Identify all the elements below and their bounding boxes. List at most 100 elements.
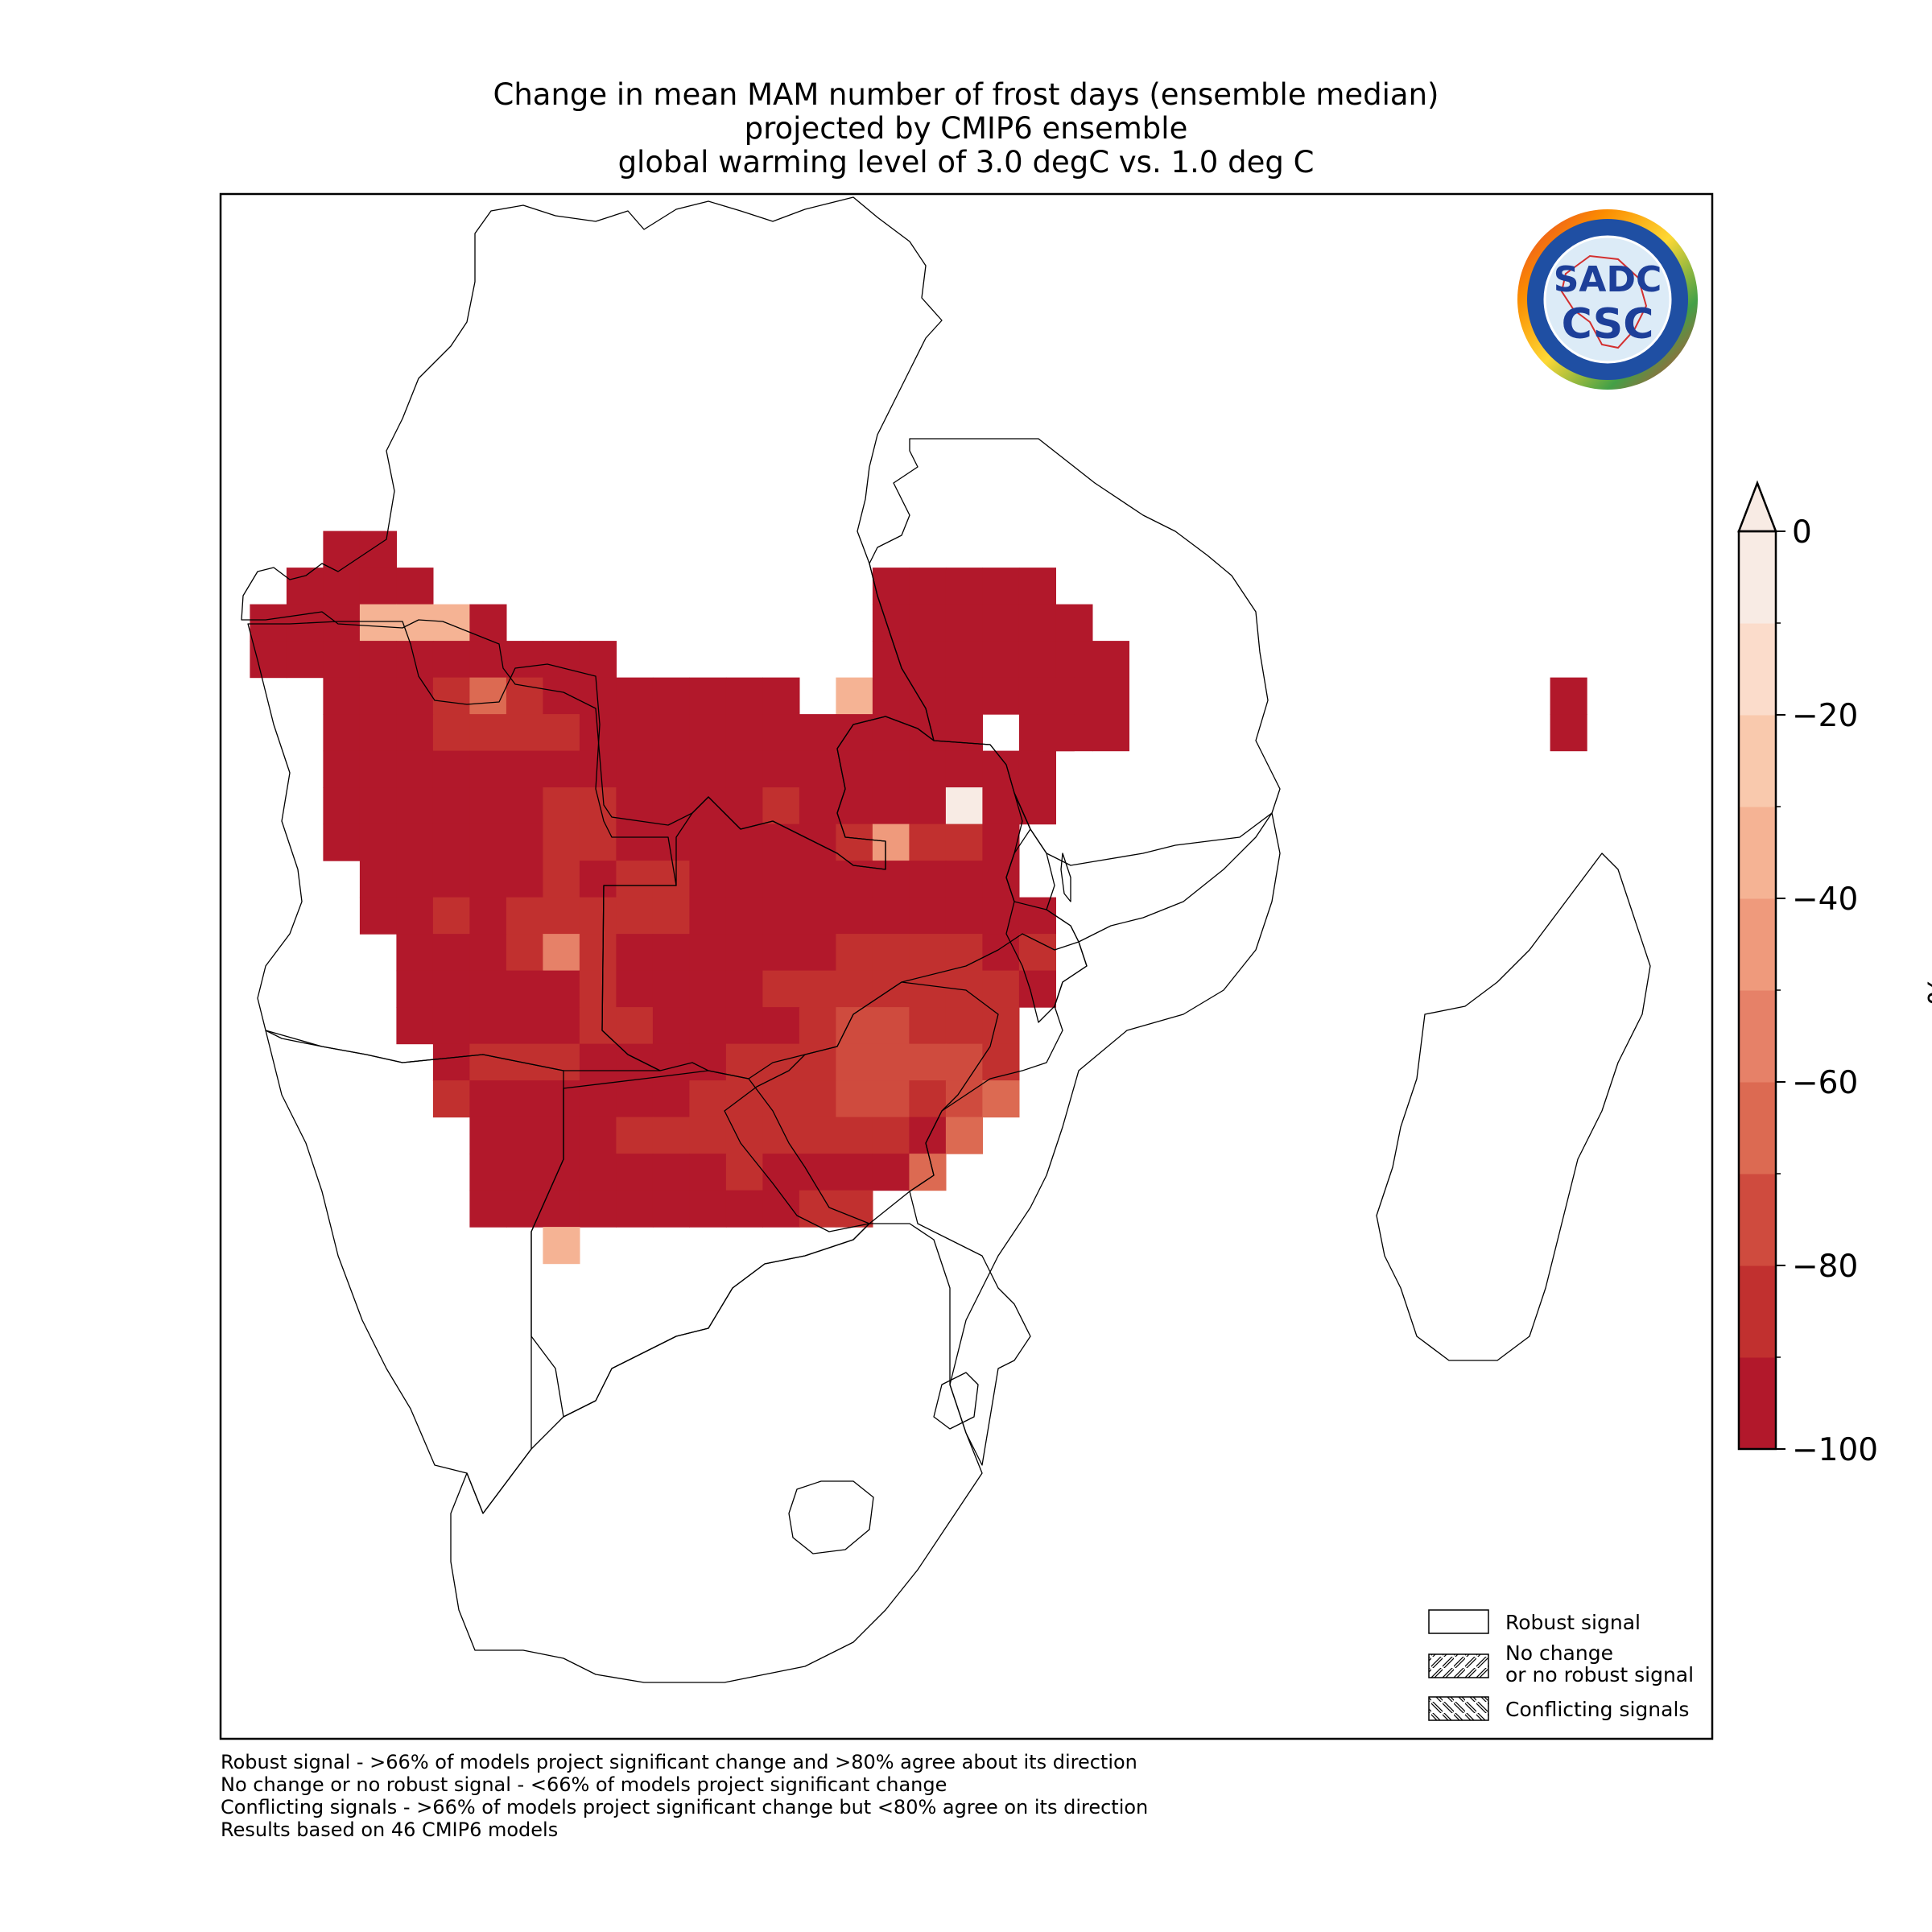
grid-cell <box>432 750 470 788</box>
grid-cell <box>725 897 763 935</box>
grid-cell <box>432 934 470 972</box>
grid-cell <box>872 861 910 898</box>
grid-cell <box>1055 604 1093 642</box>
madagascar-outline <box>1376 852 1651 1361</box>
grid-cell <box>286 568 324 605</box>
grid-cell <box>579 787 617 825</box>
grid-cell <box>1018 787 1056 825</box>
grid-cell <box>579 1154 617 1191</box>
grid-cell <box>396 604 434 642</box>
grid-cell <box>469 824 507 861</box>
grid-cell <box>762 934 800 972</box>
grid-cell <box>872 1043 910 1081</box>
grid-cell <box>1018 641 1056 679</box>
grid-cell <box>543 1190 580 1228</box>
grid-cell <box>1550 677 1587 715</box>
grid-cell <box>359 530 397 568</box>
grid-cell <box>652 750 690 788</box>
grid-cell <box>579 641 617 679</box>
grid-cell <box>836 824 873 861</box>
grid-cell <box>543 1043 580 1081</box>
sadc-csc-logo: SADC CSC <box>1517 209 1698 390</box>
legend-label-robust: Robust signal <box>1505 1611 1641 1634</box>
grid-cell <box>543 1154 580 1191</box>
grid-cell <box>982 604 1020 642</box>
grid-cell <box>909 1007 947 1045</box>
grid-cell <box>469 1154 507 1191</box>
grid-cell <box>616 750 654 788</box>
grid-cell <box>1018 897 1056 935</box>
grid-cell <box>506 677 543 715</box>
grid-cell <box>359 824 397 861</box>
grid-cell <box>506 970 543 1008</box>
grid-cell <box>469 677 507 715</box>
grid-cell <box>762 1080 800 1118</box>
grid-cell <box>469 714 507 752</box>
grid-cell <box>689 1043 727 1081</box>
grid-cell <box>543 787 580 825</box>
grid-cell <box>762 824 800 861</box>
grid-cell <box>469 934 507 972</box>
grid-cell <box>872 1080 910 1118</box>
grid-cell <box>323 530 361 568</box>
grid-cell <box>250 641 287 679</box>
mozambique-outline <box>909 812 1281 1466</box>
grid-cell <box>725 677 763 715</box>
grid-cell <box>689 970 727 1008</box>
grid-cell <box>250 604 287 642</box>
colorbar-segment <box>1739 898 1776 991</box>
grid-cell <box>762 714 800 752</box>
grid-cell <box>323 604 361 642</box>
grid-cell <box>396 970 434 1008</box>
grid-cell <box>543 1117 580 1154</box>
grid-cell <box>762 1190 800 1228</box>
grid-cell <box>432 604 470 642</box>
grid-cell <box>543 1007 580 1045</box>
grid-cell <box>396 787 434 825</box>
grid-cell <box>725 787 763 825</box>
legend-label-conflicting: Conflicting signals <box>1505 1698 1689 1721</box>
grid-cell <box>799 1080 836 1118</box>
grid-cell <box>909 1043 947 1081</box>
grid-cell <box>909 1080 947 1118</box>
grid-cell <box>579 824 617 861</box>
grid-cell <box>652 861 690 898</box>
grid-cell <box>469 970 507 1008</box>
grid-cell <box>982 970 1020 1008</box>
grid-cell <box>909 861 947 898</box>
grid-cell <box>909 934 947 972</box>
grid-cell <box>616 1080 654 1118</box>
grid-cell <box>506 1007 543 1045</box>
grid-cell <box>396 934 434 972</box>
grid-cell <box>689 1190 727 1228</box>
grid-cell <box>799 714 836 752</box>
grid-cell <box>799 787 836 825</box>
grid-cell <box>836 1117 873 1154</box>
grid-cell <box>799 970 836 1008</box>
grid-cell <box>323 824 361 861</box>
grid-cell <box>1018 604 1056 642</box>
colorbar-segment <box>1739 807 1776 899</box>
grid-cell <box>469 1043 507 1081</box>
grid-cell <box>725 1043 763 1081</box>
grid-cell <box>469 861 507 898</box>
grid-cell <box>982 1043 1020 1081</box>
map-frame <box>219 192 1714 1740</box>
colorbar-tick-label: −100 <box>1792 1432 1878 1468</box>
colorbar: 0 −20 −40 −60 −80 −100 % <box>1737 480 1932 1468</box>
grid-cell <box>799 750 836 788</box>
grid-cell <box>396 1007 434 1045</box>
grid-cell <box>872 750 910 788</box>
grid-cell <box>799 824 836 861</box>
grid-cell <box>872 1154 910 1191</box>
grid-cell <box>579 1043 617 1081</box>
grid-cell <box>689 1007 727 1045</box>
grid-cell <box>689 787 727 825</box>
grid-cell <box>836 787 873 825</box>
grid-cell <box>725 1154 763 1191</box>
grid-cell <box>432 641 470 679</box>
grid-cell <box>652 1043 690 1081</box>
grid-cell <box>616 861 654 898</box>
grid-cell <box>323 677 361 715</box>
